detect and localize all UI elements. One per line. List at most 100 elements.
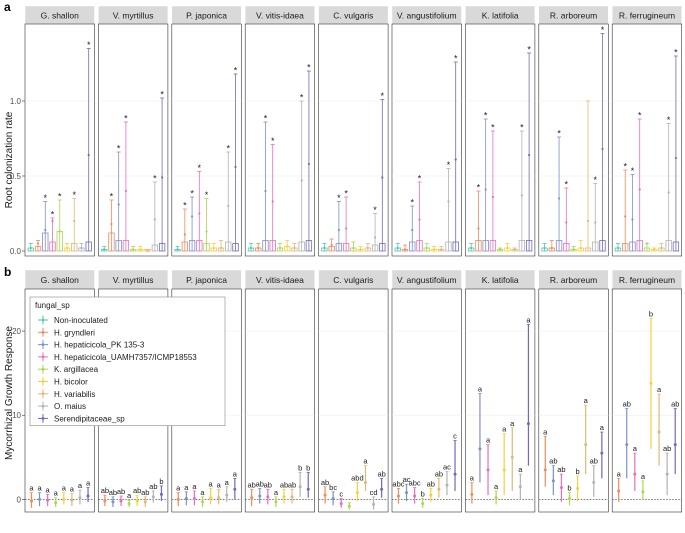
panel-b-significance-letter: ab [256,479,264,488]
panel-a-mean-point [219,246,223,250]
panel-a-mean-point [543,246,546,250]
panel-a-significance-star: * [667,115,671,125]
panel-a-box [269,240,276,252]
panel-b-significance-letter: ab [557,465,565,474]
legend-item-label: O. maius [54,402,86,411]
panel-b-point [176,497,180,501]
panel-b-significance-letter: a [192,482,197,491]
panel-b-point [421,502,425,506]
legend-key-point [41,330,45,334]
panel-a-significance-star: * [477,183,481,193]
panel-a-box [115,240,122,252]
panel-b-point [54,501,58,505]
panel-b-point [380,487,384,491]
legend-item-label: H. hepaticicola_UAMH7357/ICMP18553 [54,353,197,362]
panel-a-box [122,240,130,252]
panel-b-point [119,499,123,503]
panel-a-mean-point [345,227,348,230]
panel-a-significance-star: * [491,123,495,133]
legend-key-point [41,417,45,420]
panel-a-mean-point [550,246,553,250]
panel-a-facet-frame [244,23,315,257]
panel-a-mean-point [80,246,83,250]
panel-b-point [135,499,139,503]
panel-b-point [151,495,155,499]
panel-b-point [282,495,286,499]
panel-b-significance-letter: ab [149,482,157,491]
panel-b-point [184,497,188,501]
panel-a-mean-point [293,246,296,250]
panel-a-mean-point [87,153,90,157]
panel-b-significance-letter: ab [101,486,109,495]
panel-a-mean-point [425,246,428,250]
panel-a-box [409,241,416,252]
panel-b-point [62,497,66,501]
panel-a-box [49,241,56,252]
legend-item-label: H. gryndleri [54,328,95,337]
panel-a-box [584,247,592,252]
panel-a-mean-point [176,248,179,251]
panel-a-box [643,247,651,252]
panel-b-significance-letter: b [567,484,571,493]
panel-a-box [555,240,563,252]
panel-a-mean-point [477,227,480,230]
panel-a-mean-point [29,246,32,250]
panel-a-box [262,240,269,252]
panel-a-mean-point [139,248,142,251]
panel-a-significance-star: * [44,193,48,203]
panel-a-mean-point [660,246,663,250]
panel-a-mean-point [491,195,495,199]
panel-a-mean-point [528,153,531,157]
panel-a-facet-label: V. myrtillus [113,11,154,21]
panel-b-significance-letter: a [37,484,42,493]
panel-a-significance-star: * [110,192,114,202]
panel-b-significance-letter: a [209,479,214,488]
panel-a-box [379,243,386,252]
panel-b-point [559,486,563,490]
panel-a-facet-label: R. ferrugineum [619,11,675,21]
panel-a-significance-star: * [87,40,91,50]
panel-a-significance-star: * [557,129,561,139]
panel-b-significance-letter: ab [280,480,288,489]
panel-a-box [42,232,49,252]
panel-a-significance-star: * [594,175,598,185]
panel-a-mean-point [330,243,333,247]
panel-b-significance-letter: ab [427,479,435,488]
panel-a-box [298,241,305,252]
panel-a-mean-point [300,179,303,182]
panel-a-label: a [4,0,11,14]
panel-b-point [70,498,74,502]
panel-b-point [600,451,604,455]
panel-b-significance-letter: ab [288,480,296,489]
panel-a-facet-frame [538,23,609,257]
panel-a-box [592,241,599,252]
panel-b-point [543,468,547,472]
legend-key-point [41,318,45,322]
panel-a-box [71,243,78,252]
panel-b-significance-letter: a [46,485,51,494]
panel-a-mean-point [616,246,620,250]
panel-b-significance-letter: ab [435,469,443,478]
panel-a-box [108,232,115,252]
panel-b-facet-label: V. angustifolium [397,275,457,285]
panel-b-point [494,496,498,500]
legend-key-point [41,367,45,371]
panel-a-box [342,243,350,252]
panel-b-point [159,492,163,496]
panel-b-point [29,499,33,503]
panel-b-point [331,497,335,501]
panel-a-mean-point [403,248,407,251]
panel-b-point [665,472,669,476]
panel-b-significance-letter: b [298,463,302,472]
panel-a-facet-frame [318,23,389,257]
panel-b-point [209,496,213,500]
panel-b-significance-letter: a [176,484,181,493]
panel-a-significance-star: * [411,198,415,208]
panel-a-significance-star: * [307,63,311,73]
panel-a-box [203,243,210,252]
panel-a-mean-point [638,188,641,191]
panel-b-point [298,485,302,489]
panel-b-significance-letter: b [306,463,310,472]
panel-a-y-axis-title: Root colonization rate [4,111,15,208]
panel-a-significance-star: * [58,192,62,202]
